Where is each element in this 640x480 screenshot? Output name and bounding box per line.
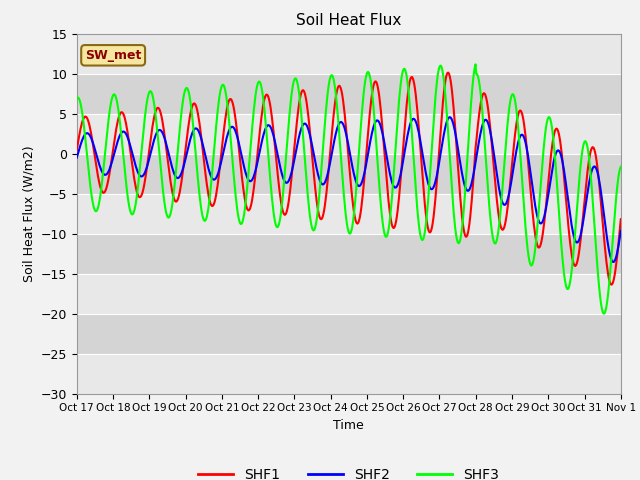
Legend: SHF1, SHF2, SHF3: SHF1, SHF2, SHF3	[193, 462, 505, 480]
Bar	[77, 354, 621, 394]
Text: SW_met: SW_met	[85, 49, 141, 62]
Bar	[77, 154, 621, 193]
X-axis label: Time: Time	[333, 419, 364, 432]
Title: Soil Heat Flux: Soil Heat Flux	[296, 13, 401, 28]
Bar	[77, 34, 621, 73]
Bar	[77, 313, 621, 354]
Bar	[77, 234, 621, 274]
Bar	[77, 114, 621, 154]
Y-axis label: Soil Heat Flux (W/m2): Soil Heat Flux (W/m2)	[22, 145, 35, 282]
Bar	[77, 274, 621, 313]
Bar	[77, 73, 621, 114]
Bar	[77, 193, 621, 234]
